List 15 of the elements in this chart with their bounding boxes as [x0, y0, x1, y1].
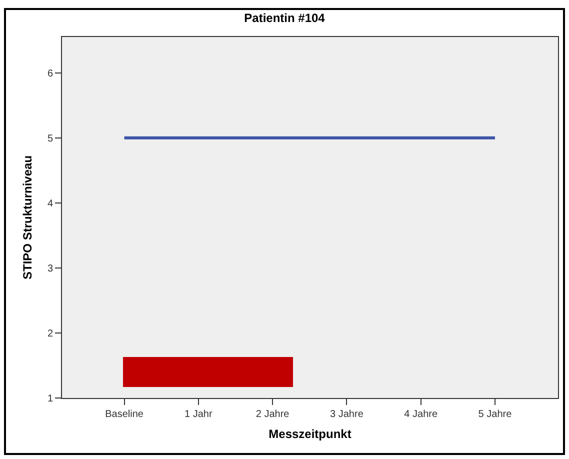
y-tick-label: 4	[47, 198, 54, 210]
y-tick-label: 5	[47, 133, 54, 144]
chart-title: Patientin #104	[244, 11, 326, 26]
y-tick-label: 1	[47, 394, 54, 404]
y-tick-label: 6	[47, 68, 54, 80]
x-axis-title: Messzeitpunkt	[268, 426, 352, 441]
x-tick-label: 4 Jahre	[404, 409, 438, 420]
x-tick-label: 2 Jahre	[256, 409, 290, 420]
x-tick-label: 3 Jahre	[330, 409, 364, 420]
y-tick-label: 2	[47, 328, 54, 340]
x-tick-label: 1 Jahr	[184, 409, 213, 420]
y-axis-title: STIPO Strukturniveau	[20, 155, 35, 280]
y-tick-label: 3	[47, 263, 54, 274]
x-tick-label: 5 Jahre	[478, 409, 512, 420]
x-tick-label: Baseline	[105, 409, 144, 420]
